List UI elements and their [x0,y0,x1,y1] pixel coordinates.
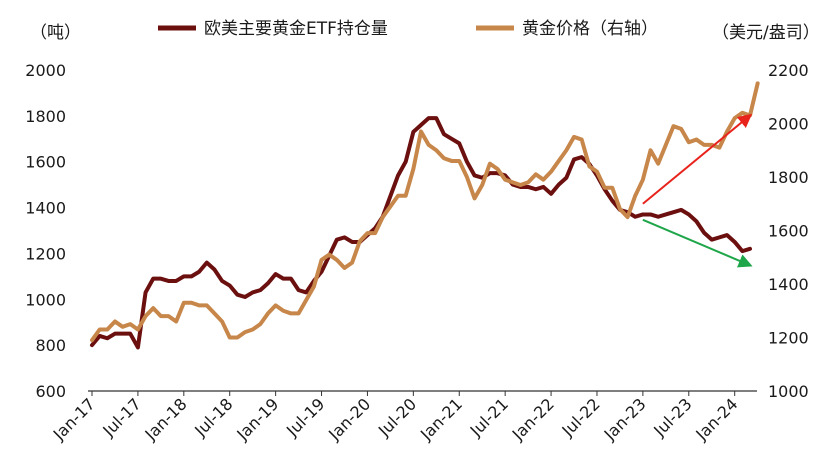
legend: 欧美主要黄金ETF持仓量 黄金价格（右轴） [158,19,658,39]
legend-label-etf: 欧美主要黄金ETF持仓量 [204,19,388,39]
trend-arrow-up [642,113,753,205]
x-tick-label: Jan-17 [49,394,99,444]
x-tick-label: Jan-19 [232,394,282,444]
y-left-tick-label: 1400 [25,199,66,218]
y-right-tick-label: 2000 [768,115,809,134]
trend-arrows [642,113,753,268]
series-layer [90,81,760,350]
y-axis-left: 600 800 1000 1200 1400 1600 1800 2000 [25,61,66,401]
y-left-tick-label: 1000 [25,290,66,309]
y-right-tick-label: 1000 [768,382,809,401]
legend-label-gold: 黄金价格（右轴） [522,19,658,39]
y-left-tick-label: 1600 [25,153,66,172]
y-axis-right: 1000 1200 1400 1600 1800 2000 2200 [768,61,809,401]
series-line-gold [90,81,760,343]
y-right-tick-label: 1200 [768,329,809,348]
x-tick-label: Jul-23 [649,394,695,440]
y-left-tick-label: 600 [35,382,66,401]
x-tick-label: Jul-18 [190,394,236,440]
x-tick-label: Jul-17 [98,394,144,440]
y-left-tick-label: 1800 [25,107,66,126]
x-tick-label: Jul-21 [466,394,512,440]
x-tick-label: Jan-22 [508,394,558,444]
y-right-tick-label: 2200 [768,61,809,80]
x-tick-label: Jan-21 [416,394,466,444]
x-tick-label: Jul-19 [282,394,328,440]
y-left-tick-label: 1200 [25,244,66,263]
x-tick-label: Jan-18 [141,394,191,444]
trend-arrow-down [642,218,753,268]
x-tick-label: Jul-20 [374,394,420,440]
left-axis-unit: （吨） [30,23,81,43]
x-tick-label: Jul-22 [558,394,604,440]
y-right-tick-label: 1800 [768,168,809,187]
series-line-etf [90,116,752,350]
y-left-tick-label: 2000 [25,61,66,80]
y-right-tick-label: 1600 [768,222,809,241]
x-tick-label: Jan-20 [324,394,374,444]
y-right-tick-label: 1400 [768,275,809,294]
y-left-tick-label: 800 [35,336,66,355]
x-tick-label: Jan-24 [691,394,741,444]
right-axis-unit: （美元/盎司） [712,23,820,43]
x-tick-label: Jan-23 [600,394,650,444]
